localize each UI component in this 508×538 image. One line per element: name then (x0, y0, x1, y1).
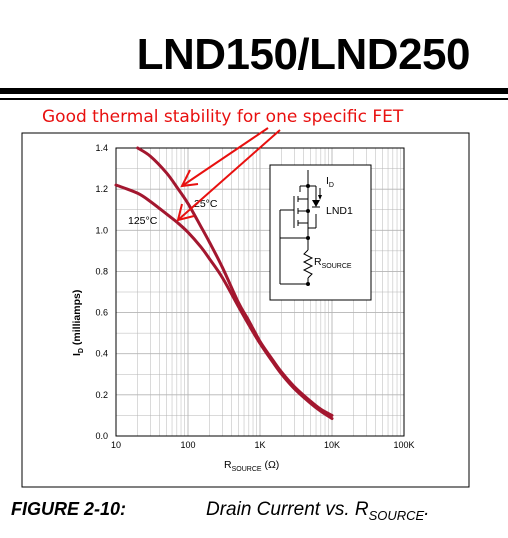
header-rule-thin (0, 98, 508, 100)
x-tick-label: 1K (254, 440, 265, 450)
inset-circuit: ID LND1 RSOURCE (269, 164, 372, 301)
x-tick-label: 100 (180, 440, 195, 450)
figure-label: FIGURE 2-10: (11, 499, 127, 519)
arrow-to-25c (181, 127, 269, 187)
series-line-25c (136, 146, 334, 417)
y-tick-label: 1.0 (95, 225, 108, 235)
inset-frame (269, 164, 372, 301)
tick-labels: 10 100 1K 10K 100K 0.0 0.2 0.4 0.6 0.8 1.0 1.2 1.4 (95, 143, 414, 450)
y-tick-label: 0.4 (95, 349, 108, 359)
y-tick-label: 0.0 (95, 431, 108, 441)
figure-frame (21, 132, 470, 488)
series-label-125c: 125°C (128, 215, 158, 227)
y-tick-label: 0.8 (95, 266, 108, 276)
header-rule-thick (0, 88, 508, 94)
y-tick-label: 1.2 (95, 184, 108, 194)
series-curves (114, 146, 334, 421)
annotation-text: Good thermal stability for one specific … (42, 107, 404, 127)
y-tick-label: 0.2 (95, 390, 108, 400)
inset-resistor-label: RSOURCE (314, 256, 352, 270)
inset-device-label: LND1 (326, 205, 353, 217)
annotation-arrows (176, 127, 281, 222)
series-line-125c (114, 183, 334, 421)
y-axis-label: ID (milliamps) (71, 290, 85, 356)
figure-caption: Drain Current vs. RSOURCE. (206, 499, 430, 523)
inset-id-label: ID (326, 175, 334, 189)
y-tick-label: 1.4 (95, 143, 108, 153)
arrowhead-125c (176, 203, 195, 222)
x-tick-label: 10K (324, 440, 340, 450)
page-title: LND150/LND250 (136, 30, 471, 79)
arrowhead-25c (180, 169, 199, 188)
y-tick-label: 0.6 (95, 308, 108, 318)
x-tick-label: 10 (111, 440, 121, 450)
arrow-to-125c (177, 129, 281, 221)
x-axis-label: RSOURCE (Ω) (224, 459, 279, 473)
x-tick-label: 100K (393, 440, 414, 450)
